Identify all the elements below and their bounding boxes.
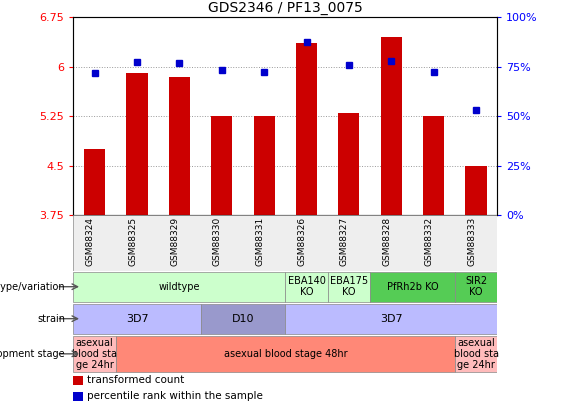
Text: EBA175
KO: EBA175 KO — [330, 276, 368, 297]
Bar — [455, 336, 497, 372]
Bar — [73, 304, 201, 334]
Text: percentile rank within the sample: percentile rank within the sample — [87, 391, 263, 401]
Text: GSM88324: GSM88324 — [86, 217, 95, 266]
Text: SIR2
KO: SIR2 KO — [465, 276, 487, 297]
Bar — [73, 375, 83, 384]
Bar — [116, 336, 455, 372]
Bar — [73, 392, 83, 401]
Bar — [285, 272, 328, 302]
Bar — [338, 113, 359, 215]
Text: asexual
blood sta
ge 24hr: asexual blood sta ge 24hr — [72, 338, 117, 370]
Text: GSM88331: GSM88331 — [255, 217, 264, 266]
Text: GSM88328: GSM88328 — [383, 217, 391, 266]
Text: asexual
blood sta
ge 24hr: asexual blood sta ge 24hr — [454, 338, 498, 370]
Bar — [370, 272, 455, 302]
Text: development stage: development stage — [0, 349, 65, 359]
Text: 3D7: 3D7 — [380, 313, 403, 324]
Text: transformed count: transformed count — [87, 375, 184, 385]
Title: GDS2346 / PF13_0075: GDS2346 / PF13_0075 — [208, 1, 363, 15]
Bar — [201, 304, 285, 334]
Text: GSM88327: GSM88327 — [340, 217, 349, 266]
Text: EBA140
KO: EBA140 KO — [288, 276, 325, 297]
Text: strain: strain — [37, 313, 65, 324]
Bar — [285, 304, 497, 334]
Text: GSM88325: GSM88325 — [128, 217, 137, 266]
Bar — [328, 272, 370, 302]
Text: D10: D10 — [232, 313, 254, 324]
Text: genotype/variation: genotype/variation — [0, 282, 65, 292]
Bar — [423, 116, 444, 215]
Text: asexual blood stage 48hr: asexual blood stage 48hr — [224, 349, 347, 359]
Text: GSM88333: GSM88333 — [467, 217, 476, 266]
Bar — [169, 77, 190, 215]
Bar — [254, 116, 275, 215]
Text: GSM88332: GSM88332 — [425, 217, 434, 266]
Text: GSM88330: GSM88330 — [213, 217, 221, 266]
Bar — [296, 43, 317, 215]
Bar — [73, 336, 116, 372]
Text: GSM88326: GSM88326 — [298, 217, 306, 266]
Bar — [84, 149, 105, 215]
Bar — [127, 73, 147, 215]
Bar — [211, 116, 232, 215]
Bar — [455, 272, 497, 302]
Bar — [73, 272, 285, 302]
Text: PfRh2b KO: PfRh2b KO — [386, 282, 438, 292]
Bar — [466, 166, 486, 215]
Text: 3D7: 3D7 — [125, 313, 149, 324]
Text: GSM88329: GSM88329 — [171, 217, 179, 266]
Text: wildtype: wildtype — [159, 282, 200, 292]
Bar — [381, 37, 402, 215]
